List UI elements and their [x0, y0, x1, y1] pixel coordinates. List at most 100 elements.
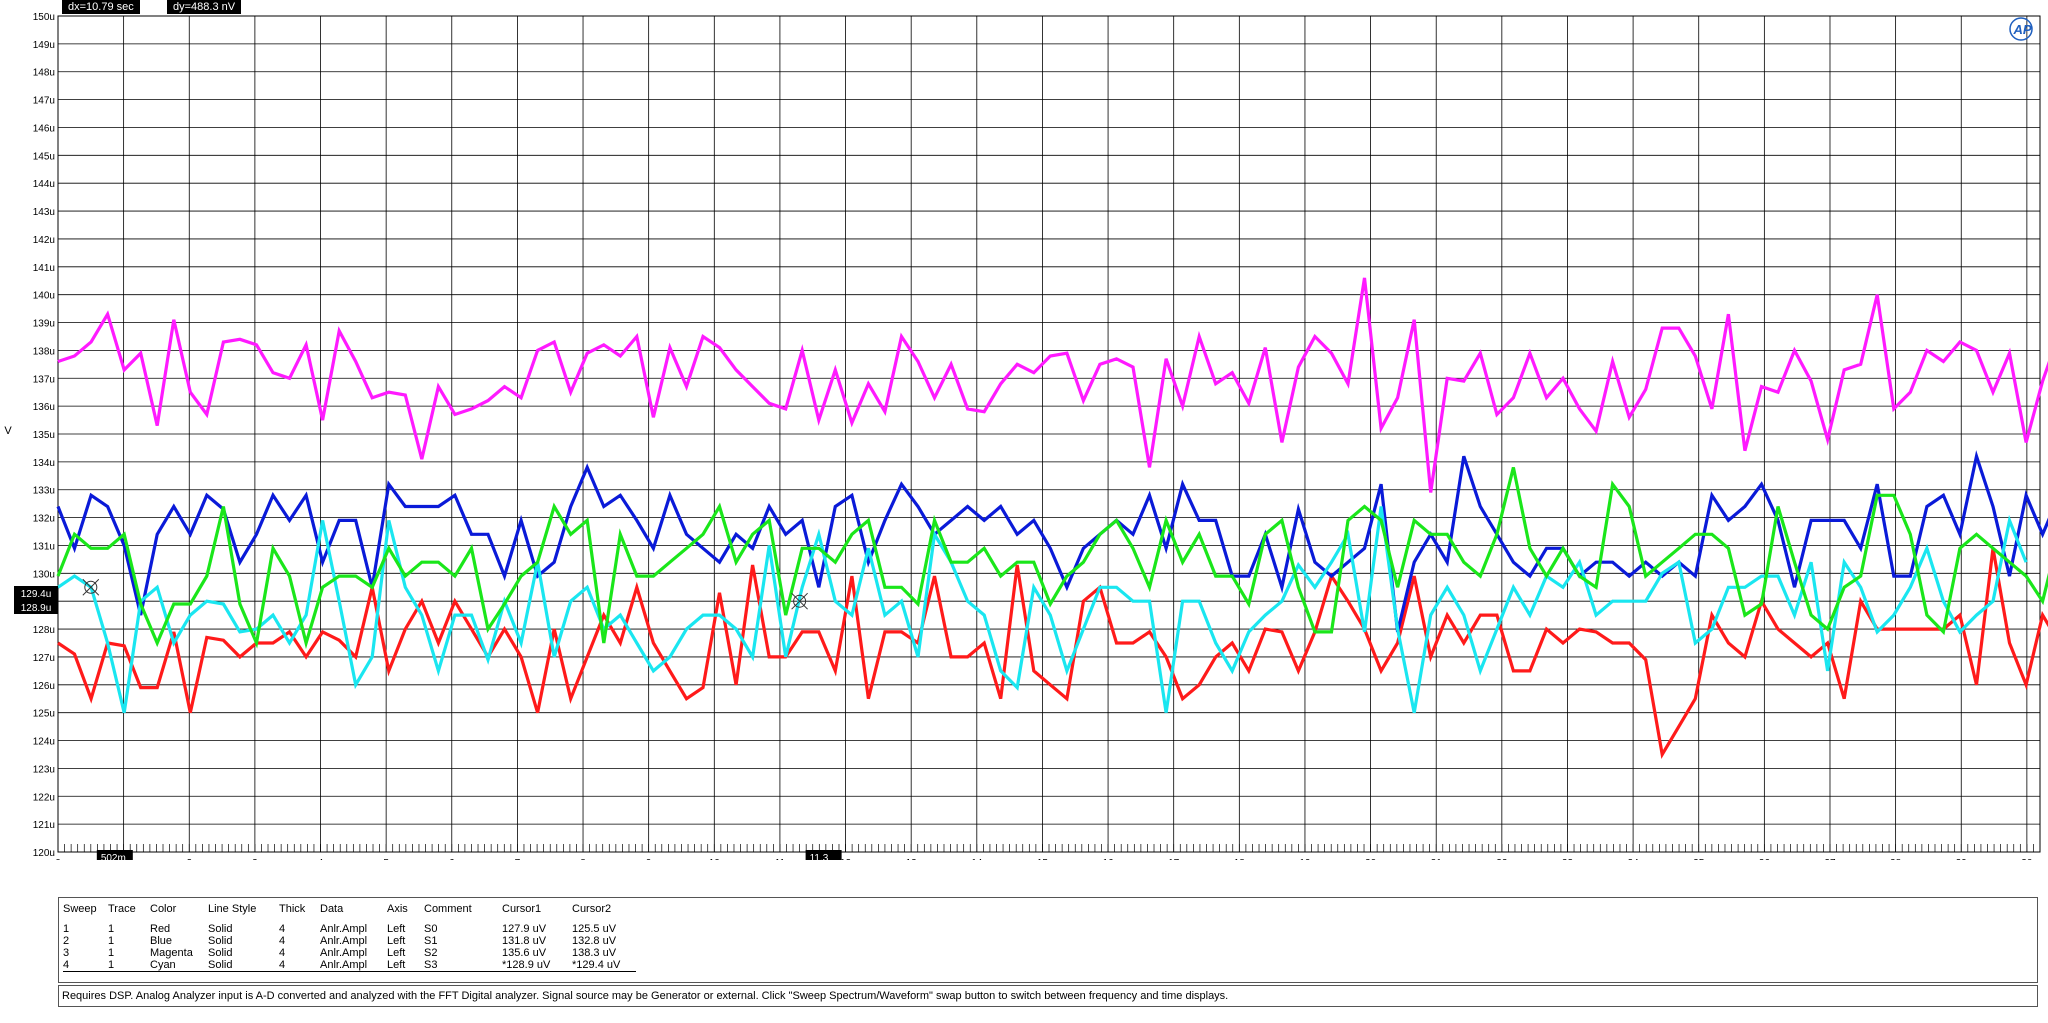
y-tick-label: 147u: [33, 96, 55, 107]
legend-cell: Solid: [208, 947, 233, 959]
y-tick-label: 137u: [33, 374, 55, 385]
x-tick-label: 7: [515, 858, 521, 860]
legend-cell: S1: [424, 935, 438, 947]
x-tick-label: 24: [1628, 858, 1640, 860]
x-tick-label: 5: [383, 858, 389, 860]
legend-row[interactable]: 3 1 Magenta Solid 4 Anlr.Ampl Left S2 13…: [63, 947, 636, 959]
legend-row[interactable]: 4 1 Cyan Solid 4 Anlr.Ampl Left S3 *128.…: [63, 959, 636, 972]
x-tick-label: 3: [252, 858, 258, 860]
y-tick-label: 121u: [33, 820, 55, 831]
y-tick-label: 143u: [33, 207, 55, 218]
x-tick-label: 20: [1365, 858, 1377, 860]
cursor-y-label-bg: [14, 586, 58, 600]
legend-cell: Solid: [208, 959, 279, 972]
x-tick-label: 18: [1234, 858, 1246, 860]
legend-cell: 1: [108, 959, 150, 972]
y-tick-label: 135u: [33, 430, 55, 441]
legend-header: Trace: [108, 903, 136, 915]
legend-cell: Red: [150, 923, 171, 935]
legend-cell: Magenta: [150, 947, 193, 959]
legend-cell: Left: [387, 923, 406, 935]
audio-precision-logo-icon: AP: [2006, 14, 2036, 44]
cursor-x-label-bg: [96, 850, 133, 860]
x-tick-label: 12: [840, 858, 852, 860]
legend-row[interactable]: 1 1 Red Solid 4 Anlr.Ampl Left S0 127.9 …: [63, 923, 636, 935]
x-tick-label: 28: [1890, 858, 1902, 860]
waveform-chart[interactable]: 120u121u122u123u124u125u126u127u128u129u…: [0, 0, 2048, 860]
y-tick-label: 131u: [33, 541, 55, 552]
logo-text: AP: [2013, 22, 2032, 37]
x-tick-label: 14: [971, 858, 983, 860]
legend-cell: Anlr.Ampl: [320, 959, 387, 972]
legend-header: Cursor2: [572, 903, 612, 915]
legend-cell: 3: [63, 947, 70, 959]
y-tick-label: 124u: [33, 737, 55, 748]
legend-row[interactable]: 2 1 Blue Solid 4 Anlr.Ampl Left S1 131.8…: [63, 935, 636, 947]
x-tick-label: 26: [1759, 858, 1771, 860]
y-tick-label: 148u: [33, 68, 55, 79]
series-line-0: [57, 548, 2048, 760]
x-tick-label: 6: [449, 858, 455, 860]
cursor-marker-1: [84, 580, 98, 594]
y-tick-label: 138u: [33, 346, 55, 357]
legend-cell: 4: [279, 959, 320, 972]
legend-cell: 2: [63, 935, 70, 947]
legend-cell: Solid: [208, 935, 233, 947]
legend-cell: 125.5 uV: [572, 923, 617, 935]
x-tick-label: 27: [1824, 858, 1836, 860]
legend-cell: Anlr.Ampl: [320, 935, 368, 947]
x-tick-label: 13: [906, 858, 918, 860]
cursor-x-label-1: 502m: [101, 853, 126, 860]
y-tick-label: 142u: [33, 235, 55, 246]
x-tick-label: 10: [709, 858, 721, 860]
legend-cell: 1: [108, 935, 115, 947]
y-tick-label: 126u: [33, 681, 55, 692]
legend-cell: Anlr.Ampl: [320, 923, 368, 935]
legend-cell: 4: [63, 959, 108, 972]
y-tick-label: 150u: [33, 12, 55, 23]
cursor-x-label-2: 11.3: [810, 853, 829, 860]
cursor-y-label-bg: [14, 600, 58, 614]
y-tick-label: 122u: [33, 792, 55, 803]
series-line-3: [57, 506, 2028, 714]
cursor-cross: [791, 592, 808, 610]
legend-cell: S2: [424, 947, 438, 959]
y-tick-label: 132u: [33, 514, 55, 525]
x-tick-label: 19: [1299, 858, 1311, 860]
y-tick-label: 120u: [33, 848, 55, 859]
x-tick-label: 29: [1956, 858, 1968, 860]
legend-cell: Left: [387, 947, 406, 959]
y-tick-label: 127u: [33, 653, 55, 664]
y-tick-label: 134u: [33, 458, 55, 469]
x-tick-label: 22: [1496, 858, 1508, 860]
y-tick-label: 136u: [33, 402, 55, 413]
y-axis-label: V: [4, 425, 12, 437]
y-tick-label: 149u: [33, 40, 55, 51]
y-tick-label: 123u: [33, 764, 55, 775]
legend-cell: 132.8 uV: [572, 935, 617, 947]
x-tick-label: 17: [1168, 858, 1180, 860]
x-tick-label: 11: [775, 858, 786, 860]
y-tick-label: 133u: [33, 486, 55, 497]
x-tick-label: 4: [318, 858, 324, 860]
x-tick-label: 9: [646, 858, 652, 860]
x-tick-label: 21: [1431, 858, 1443, 860]
legend-header: Cursor1: [502, 903, 542, 915]
x-tick-label: 30: [2021, 858, 2033, 860]
x-tick-label: 2: [186, 858, 192, 860]
legend-cell: *129.4 uV: [572, 959, 636, 972]
legend-cell: S0: [424, 923, 438, 935]
cursor-y-label-1: 129.4u: [21, 589, 52, 600]
x-tick-label: 0: [55, 858, 61, 860]
x-tick-label: 8: [580, 858, 586, 860]
legend-cell: 4: [279, 935, 286, 947]
y-tick-label: 140u: [33, 291, 55, 302]
y-tick-label: 141u: [33, 263, 55, 274]
y-tick-label: 145u: [33, 151, 55, 162]
y-tick-label: 144u: [33, 179, 55, 190]
legend-cell: 127.9 uV: [502, 923, 547, 935]
dy-readout: dy=488.3 nV: [167, 0, 242, 14]
legend-cell: 138.3 uV: [572, 947, 617, 959]
x-tick-label: 15: [1037, 858, 1049, 860]
trace-legend-table: Sweep Trace Color Line Style Thick Data …: [63, 902, 636, 972]
